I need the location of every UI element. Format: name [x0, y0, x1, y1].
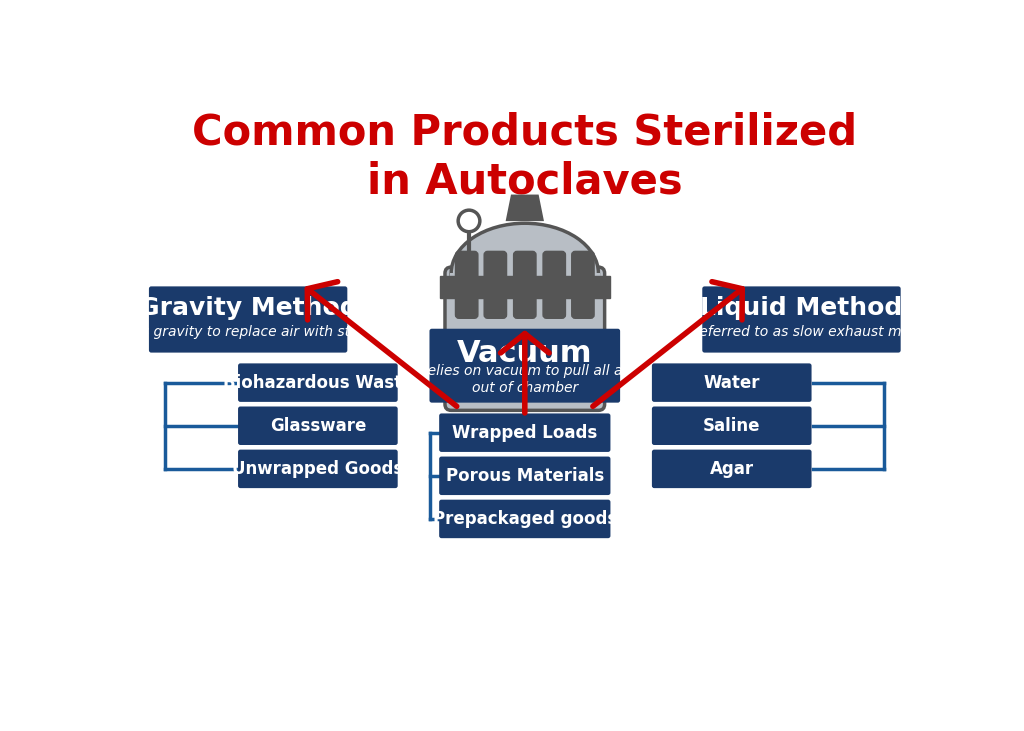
FancyBboxPatch shape [484, 251, 506, 282]
Text: Wrapped Loads: Wrapped Loads [453, 424, 597, 442]
FancyBboxPatch shape [702, 287, 901, 352]
FancyBboxPatch shape [429, 329, 621, 403]
FancyBboxPatch shape [148, 287, 347, 352]
FancyBboxPatch shape [456, 287, 477, 318]
FancyBboxPatch shape [238, 363, 397, 402]
Bar [450, 273, 600, 327]
FancyBboxPatch shape [572, 287, 594, 318]
FancyBboxPatch shape [544, 287, 565, 318]
Text: Liquid Method: Liquid Method [700, 296, 902, 320]
FancyBboxPatch shape [544, 251, 565, 282]
Text: Also referred to as slow exhaust method: Also referred to as slow exhaust method [660, 325, 942, 338]
FancyBboxPatch shape [238, 450, 397, 488]
FancyBboxPatch shape [238, 406, 397, 445]
Text: Prepackaged goods: Prepackaged goods [433, 510, 616, 528]
FancyBboxPatch shape [439, 414, 610, 452]
Text: Relies on vacuum to pull all air
out of chamber: Relies on vacuum to pull all air out of … [418, 365, 632, 395]
Text: Biohazardous Waste: Biohazardous Waste [222, 374, 413, 392]
Text: Unwrapped Goods: Unwrapped Goods [232, 460, 403, 478]
Circle shape [458, 210, 480, 232]
FancyBboxPatch shape [572, 251, 594, 282]
FancyBboxPatch shape [652, 406, 812, 445]
FancyBboxPatch shape [439, 276, 610, 298]
Text: Gravity Method: Gravity Method [139, 296, 357, 320]
FancyBboxPatch shape [652, 363, 812, 402]
Ellipse shape [452, 223, 598, 323]
Text: Common Products Sterilized
in Autoclaves: Common Products Sterilized in Autoclaves [193, 112, 857, 202]
FancyBboxPatch shape [514, 287, 536, 318]
Polygon shape [508, 197, 542, 219]
FancyBboxPatch shape [484, 287, 506, 318]
FancyBboxPatch shape [439, 500, 610, 538]
Text: Porous Materials: Porous Materials [445, 467, 604, 485]
Text: Agar: Agar [710, 460, 754, 478]
FancyBboxPatch shape [445, 267, 604, 410]
Text: Vacuum: Vacuum [457, 338, 593, 368]
Text: Glassware: Glassware [269, 417, 366, 435]
FancyBboxPatch shape [439, 457, 610, 495]
Text: Saline: Saline [702, 417, 761, 435]
FancyBboxPatch shape [456, 251, 477, 282]
Text: Water: Water [703, 374, 760, 392]
FancyBboxPatch shape [514, 251, 536, 282]
Text: Uses gravity to replace air with steam: Uses gravity to replace air with steam [116, 325, 381, 338]
FancyBboxPatch shape [652, 450, 812, 488]
